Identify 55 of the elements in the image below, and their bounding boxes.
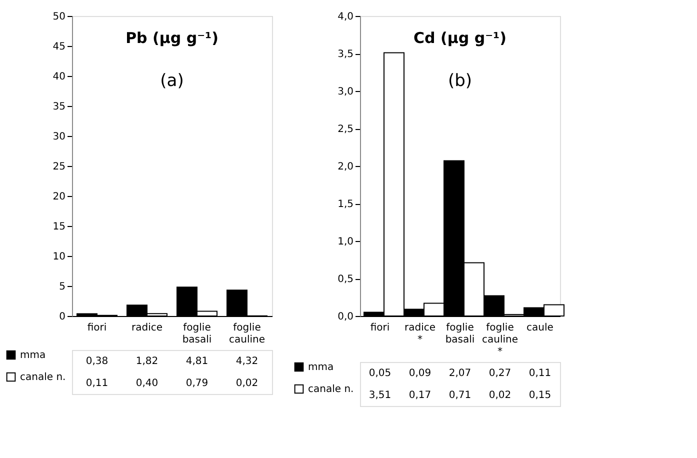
data-label: 4,32 — [236, 356, 258, 367]
data-label: 1,82 — [136, 356, 158, 367]
data-label: 0,05 — [368, 368, 392, 379]
data-label: 0,38 — [86, 356, 108, 367]
data-label: 0,09 — [408, 368, 432, 379]
data-label: 0,17 — [408, 390, 432, 401]
x-tick-label: caule — [526, 322, 554, 334]
data-label: 0,79 — [186, 378, 208, 389]
y-tick-label: 30 — [52, 132, 66, 142]
y-tick-label: 45 — [52, 42, 66, 52]
data-label: 0,02 — [236, 378, 258, 389]
legend-label: canale n. — [20, 372, 66, 383]
annotation: (a) — [160, 71, 184, 91]
y-tick-label: 1,0 — [338, 236, 354, 248]
y-tick-label: 2,5 — [338, 124, 354, 135]
y-tick-label: 3,5 — [338, 49, 354, 60]
data-label: 0,40 — [136, 378, 158, 389]
x-tick-label: radice * — [404, 322, 436, 346]
y-tick-label: 35 — [52, 102, 66, 112]
x-tick-label: foglie basali — [182, 322, 212, 346]
x-tick-label: radice — [131, 322, 163, 334]
data-label: 2,07 — [448, 368, 472, 379]
y-tick-label: 40 — [52, 72, 66, 82]
y-tick-label: 15 — [52, 222, 66, 232]
data-label: 0,11 — [528, 368, 552, 379]
y-tick-label: 20 — [52, 192, 66, 202]
y-tick-label: 10 — [52, 252, 66, 262]
y-tick-label: 25 — [52, 162, 66, 172]
y-tick-label: 5 — [59, 282, 66, 292]
y-tick-label: 0 — [59, 312, 66, 322]
data-label: 0,02 — [488, 390, 512, 401]
y-tick-label: 2,0 — [338, 162, 354, 172]
y-tick-label: 50 — [52, 12, 66, 22]
y-tick-label: 4,0 — [338, 12, 354, 22]
data-label: 4,81 — [186, 356, 208, 367]
legend-label: mma — [308, 362, 334, 373]
y-tick-label: 3,0 — [338, 86, 354, 98]
y-tick-label: 1,5 — [338, 199, 354, 210]
data-label: 3,51 — [368, 390, 392, 401]
y-tick-label: 0,0 — [338, 312, 354, 322]
data-label: 0,27 — [488, 368, 512, 379]
x-tick-label: foglie cauline * — [482, 322, 518, 358]
x-tick-label: foglie cauline — [228, 322, 266, 346]
y-tick-label: 0,5 — [338, 274, 354, 285]
data-label: 0,11 — [86, 378, 108, 389]
data-label: 0,15 — [528, 390, 552, 401]
annotation: (b) — [448, 71, 472, 91]
data-label: 0,71 — [448, 390, 472, 401]
legend-label: canale n. — [308, 384, 354, 395]
text: Cd (µg g⁻¹) — [414, 29, 506, 47]
x-tick-label: fiori — [370, 322, 390, 334]
x-tick-label: foglie basali — [445, 322, 475, 346]
text: Pb (µg g⁻¹) — [126, 29, 218, 47]
x-tick-label: fiori — [87, 322, 107, 334]
legend-label: mma — [20, 350, 46, 361]
